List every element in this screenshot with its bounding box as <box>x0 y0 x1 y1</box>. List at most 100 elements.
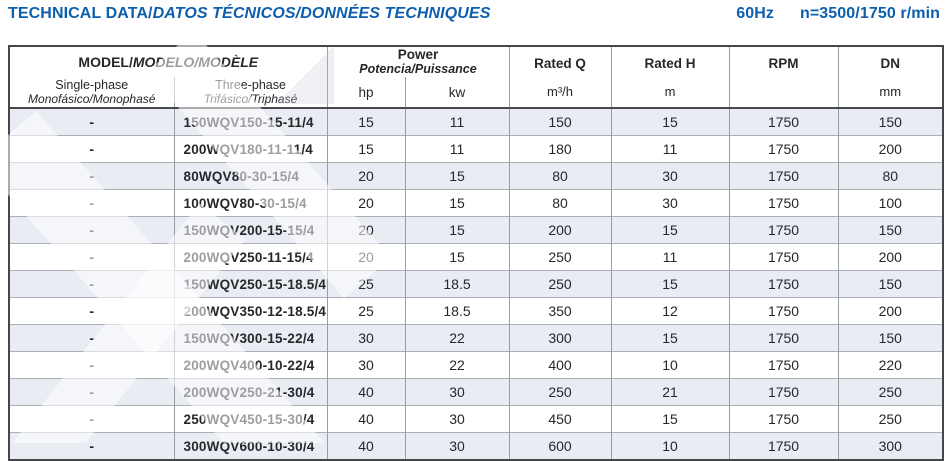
table-row: -150WQV250-15-18.5/4 25 18.5 250 15 1750 150 <box>9 270 944 298</box>
cell-rpm: 1750 <box>728 135 839 163</box>
cell-rated-q: 250 <box>508 378 612 406</box>
cell-three-phase: 300WQV600-10-30/4 <box>173 432 327 460</box>
cell-single-phase: - <box>9 297 174 325</box>
speed-label: n=3500/1750 r/min <box>799 5 940 22</box>
cell-three-phase: 200WQV350-12-18.5/4 <box>173 297 327 325</box>
cell-hp: 20 <box>326 189 405 217</box>
power-group-label: Power <box>397 47 439 62</box>
cell-rated-q: 250 <box>508 243 612 271</box>
page-title-translations: DATOS TÉCNICOS/DONNÉES TECHNIQUES <box>152 5 491 22</box>
cell-single-phase: - <box>9 107 174 136</box>
cell-rated-h: 21 <box>610 378 730 406</box>
page-title: TECHNICAL DATA/DATOS TÉCNICOS/DONNÉES TE… <box>8 5 490 23</box>
table-row: -200WQV250-11-15/4 20 15 250 11 1750 200 <box>9 243 944 271</box>
rated-h-column-header: Rated H m <box>610 46 730 109</box>
cell-rpm: 1750 <box>728 162 839 190</box>
cell-rated-h: 10 <box>610 432 730 460</box>
rpm-label: RPM <box>768 56 799 71</box>
cell-three-phase: 150WQV300-15-22/4 <box>173 324 327 352</box>
cell-rpm: 1750 <box>728 216 839 244</box>
cell-rated-q: 150 <box>508 107 612 136</box>
single-phase-label: Single-phase <box>55 78 129 92</box>
cell-rated-h: 12 <box>610 297 730 325</box>
rated-q-unit: m³/h <box>547 84 574 99</box>
cell-single-phase: - <box>9 405 174 433</box>
cell-rated-q: 80 <box>508 189 612 217</box>
cell-kw: 11 <box>404 135 510 163</box>
page-header: TECHNICAL DATA/DATOS TÉCNICOS/DONNÉES TE… <box>8 5 940 23</box>
cell-dn: 80 <box>837 162 944 190</box>
cell-rpm: 1750 <box>728 107 839 136</box>
cell-kw: 30 <box>404 378 510 406</box>
cell-rated-h: 15 <box>610 405 730 433</box>
cell-rpm: 1750 <box>728 189 839 217</box>
cell-rated-h: 30 <box>610 189 730 217</box>
cell-rated-h: 15 <box>610 216 730 244</box>
hp-column-header: hp <box>326 77 405 109</box>
cell-hp: 40 <box>326 405 405 433</box>
single-phase-column-header: Single-phase Monofásico/Monophasé <box>9 77 174 109</box>
cell-rated-q: 250 <box>508 270 612 298</box>
cell-rpm: 1750 <box>728 270 839 298</box>
cell-dn: 200 <box>837 297 944 325</box>
table-header: MODEL/MODELO/MODÈLE Power Potencia/Puiss… <box>9 46 944 109</box>
cell-single-phase: - <box>9 189 174 217</box>
cell-dn: 220 <box>837 351 944 379</box>
cell-three-phase: 150WQV250-15-18.5/4 <box>173 270 327 298</box>
cell-rated-h: 15 <box>610 270 730 298</box>
cell-rated-q: 350 <box>508 297 612 325</box>
model-group-label-translations: MODELO/MODÈLE <box>132 54 259 70</box>
cell-single-phase: - <box>9 378 174 406</box>
header-group-row: MODEL/MODELO/MODÈLE Power Potencia/Puiss… <box>9 46 944 109</box>
three-phase-label-translations: Trifásico/Triphasé <box>203 92 298 106</box>
table-row: -250WQV450-15-30/4 40 30 450 15 1750 250 <box>9 405 944 433</box>
cell-rated-q: 450 <box>508 405 612 433</box>
cell-rated-h: 10 <box>610 351 730 379</box>
cell-three-phase: 250WQV450-15-30/4 <box>173 405 327 433</box>
table-row: -150WQV150-15-11/4 15 11 150 15 1750 150 <box>9 107 944 136</box>
rpm-column-header: RPM <box>728 46 839 109</box>
cell-single-phase: - <box>9 162 174 190</box>
cell-dn: 150 <box>837 270 944 298</box>
cell-kw: 18.5 <box>404 297 510 325</box>
table-row: -300WQV600-10-30/4 40 30 600 10 1750 300 <box>9 432 944 460</box>
cell-rated-q: 300 <box>508 324 612 352</box>
cell-hp: 15 <box>326 135 405 163</box>
cell-three-phase: 150WQV200-15-15/4 <box>173 216 327 244</box>
cell-dn: 200 <box>837 243 944 271</box>
cell-kw: 22 <box>404 351 510 379</box>
rated-h-unit: m <box>664 84 676 99</box>
table-row: -150WQV300-15-22/4 30 22 300 15 1750 150 <box>9 324 944 352</box>
dn-unit: mm <box>879 84 902 99</box>
cell-kw: 22 <box>404 324 510 352</box>
cell-rated-q: 80 <box>508 162 612 190</box>
cell-kw: 30 <box>404 432 510 460</box>
table-row: -100WQV80-30-15/4 20 15 80 30 1750 100 <box>9 189 944 217</box>
cell-rpm: 1750 <box>728 351 839 379</box>
rpm-unit <box>730 84 838 99</box>
cell-three-phase: 200WQV180-11-11/4 <box>173 135 327 163</box>
cell-single-phase: - <box>9 135 174 163</box>
cell-three-phase: 200WQV400-10-22/4 <box>173 351 327 379</box>
cell-three-phase: 80WQV80-30-15/4 <box>173 162 327 190</box>
cell-three-phase: 100WQV80-30-15/4 <box>173 189 327 217</box>
page-title-main: TECHNICAL DATA/ <box>8 5 153 22</box>
model-group-header: MODEL/MODELO/MODÈLE <box>9 46 327 77</box>
dn-label: DN <box>880 56 901 71</box>
cell-rpm: 1750 <box>728 432 839 460</box>
table-row: -150WQV200-15-15/4 20 15 200 15 1750 150 <box>9 216 944 244</box>
cell-dn: 300 <box>837 432 944 460</box>
three-phase-label: Three-phase <box>215 78 286 92</box>
rated-h-label: Rated H <box>644 56 696 71</box>
cell-hp: 20 <box>326 162 405 190</box>
kw-column-header: kw <box>404 77 510 109</box>
cell-rated-h: 11 <box>610 243 730 271</box>
table-row: -200WQV400-10-22/4 30 22 400 10 1750 220 <box>9 351 944 379</box>
table-body: -150WQV150-15-11/4 15 11 150 15 1750 150-200WQ… <box>9 107 944 460</box>
cell-rpm: 1750 <box>728 243 839 271</box>
cell-hp: 40 <box>326 378 405 406</box>
cell-kw: 11 <box>404 107 510 136</box>
cell-hp: 25 <box>326 270 405 298</box>
cell-hp: 30 <box>326 324 405 352</box>
cell-three-phase: 200WQV250-21-30/4 <box>173 378 327 406</box>
